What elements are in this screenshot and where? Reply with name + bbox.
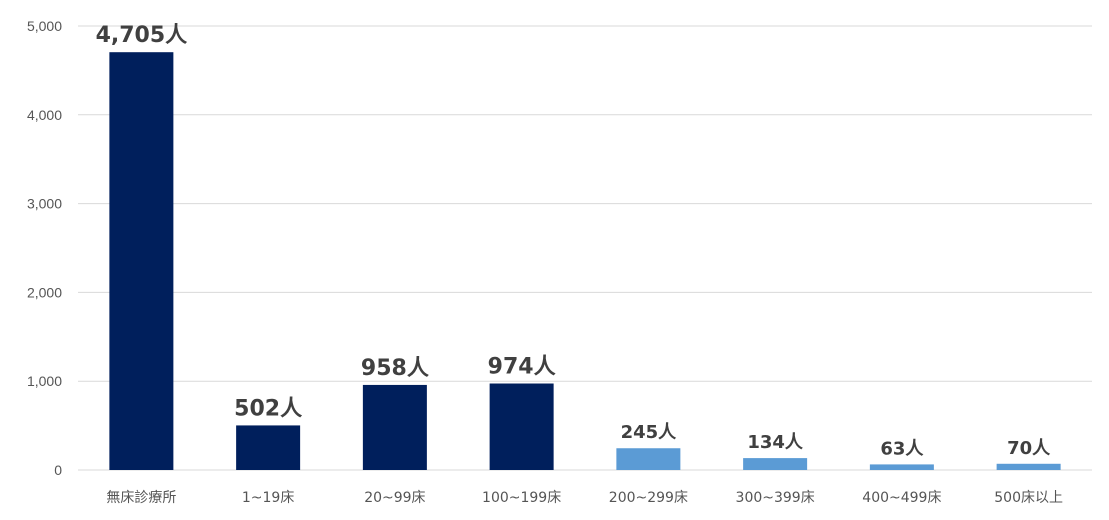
bar: [236, 425, 301, 470]
data-label: 958人: [361, 356, 429, 381]
data-label: 245人: [621, 422, 678, 443]
category-label: 20~99床: [364, 490, 425, 506]
data-label: 134人: [747, 432, 804, 453]
bar: [743, 458, 808, 470]
bar: [109, 52, 174, 471]
grid-lines: [78, 25, 1092, 471]
bar: [362, 384, 427, 470]
category-label: 400~499床: [862, 490, 941, 506]
bar: [616, 448, 681, 470]
category-label: 1~19床: [242, 490, 294, 506]
data-label: 63人: [880, 438, 924, 459]
category-label: 100~199床: [482, 490, 561, 506]
category-label: 300~399床: [736, 490, 815, 506]
category-label: 200~299床: [609, 490, 688, 506]
data-label: 974人: [488, 355, 556, 380]
y-tick-label: 3,000: [27, 196, 62, 212]
y-tick-label: 1,000: [27, 373, 62, 389]
y-tick-label: 2,000: [27, 284, 62, 300]
bar: [869, 464, 934, 470]
category-labels: 無床診療所 1~19床 20~99床 100~199床 200~299床 300~399床…: [106, 489, 1063, 506]
bars: [109, 52, 1061, 471]
category-label: 500床以上: [994, 490, 1063, 506]
category-label: 無床診療所: [106, 489, 176, 506]
y-tick-label: 4,000: [27, 107, 62, 123]
bar: [996, 463, 1061, 470]
data-labels: 4,705人 502人 958人 974人 245人 134人 63人 70人: [96, 23, 1052, 459]
y-tick-label: 5,000: [27, 18, 62, 34]
data-label: 4,705人: [96, 23, 188, 48]
data-label: 70人: [1007, 438, 1051, 459]
data-label: 502人: [234, 396, 302, 421]
bar: [489, 383, 554, 470]
y-axis-tick-labels: 0 1,000 2,000 3,000 4,000 5,000: [27, 18, 62, 478]
y-tick-label: 0: [54, 462, 62, 478]
